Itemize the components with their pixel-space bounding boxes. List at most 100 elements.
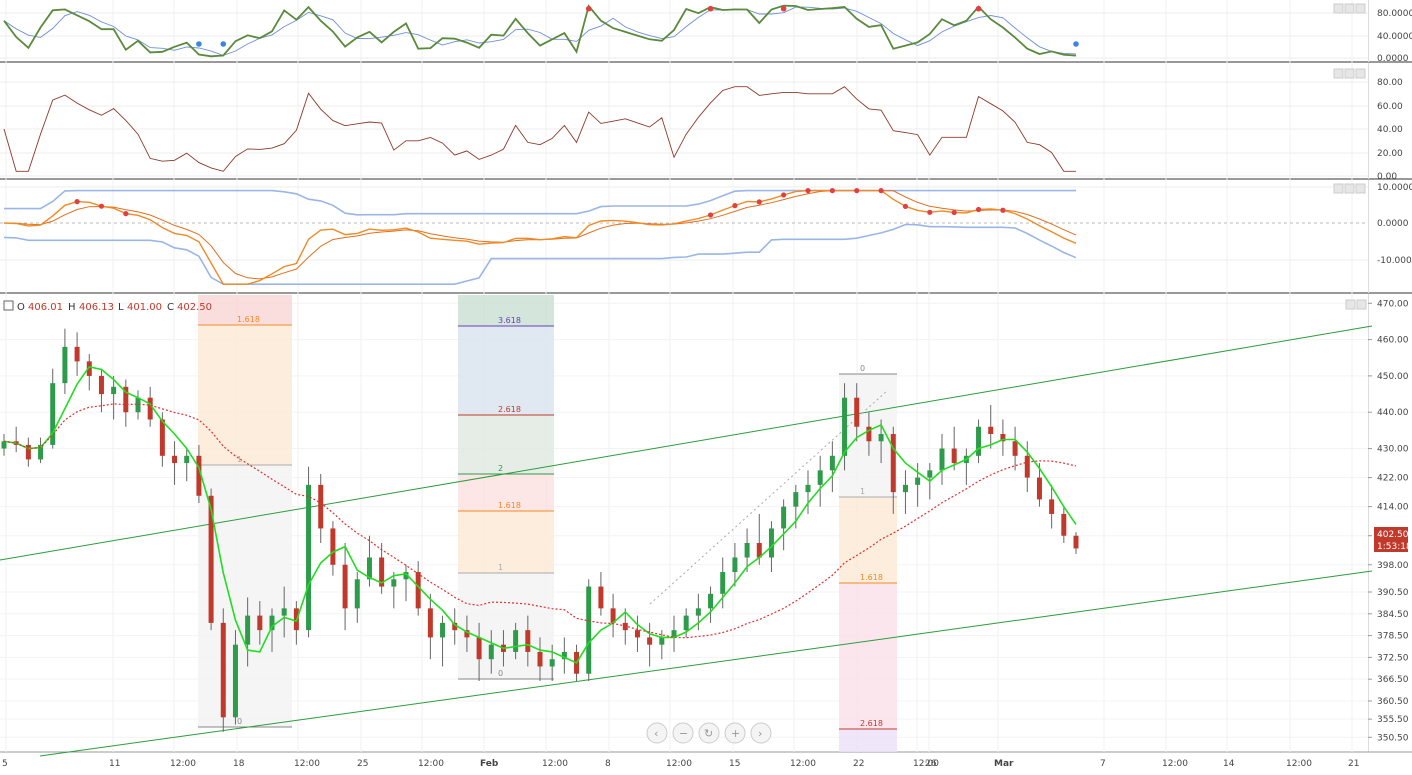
x-tick-label: 11 — [109, 759, 120, 769]
candle-body — [147, 397, 153, 420]
ohlc-o-label: O — [17, 302, 25, 313]
candle-body — [306, 484, 312, 631]
candle-body — [62, 346, 68, 384]
stoch-oversold-dot — [1073, 41, 1079, 47]
candle-body — [269, 615, 275, 631]
axis-divider — [1368, 0, 1369, 62]
fib-band — [839, 729, 897, 752]
candle-body — [634, 630, 640, 638]
moving-averages — [3, 365, 1077, 664]
rsi-tick-label: 20.00 — [1377, 149, 1403, 159]
legend-settings-icon[interactable] — [3, 300, 14, 311]
scroll-left-button[interactable] — [646, 722, 668, 744]
fib-band — [198, 325, 292, 465]
pane-control-icon — [1355, 68, 1366, 79]
pane-control-icon — [1333, 3, 1344, 14]
candle-body — [366, 557, 372, 580]
stoch-tick-label: 0.0000 — [1377, 54, 1409, 64]
channel-upper-line — [0, 325, 1373, 561]
ohlc-legend: O 406.01 H 406.13 L 401.00 C 402.50 — [3, 300, 212, 313]
rsi-line — [3, 86, 1076, 172]
x-tick-label: 12:00 — [913, 759, 939, 769]
x-tick-label: 26 — [925, 759, 937, 769]
candle-body — [415, 572, 421, 609]
macd-line — [3, 189, 1077, 285]
fib-band — [839, 583, 897, 729]
scroll-right-button[interactable] — [750, 722, 772, 744]
price-tick-label: 460.00 — [1377, 336, 1409, 346]
reset-icon: ↻ — [704, 727, 713, 740]
price-tick-label: 390.50 — [1377, 588, 1409, 598]
price-tick-label: 372.50 — [1377, 653, 1409, 663]
x-tick-label: 12:00 — [542, 759, 568, 769]
candle-body — [878, 434, 884, 442]
candle-body — [1000, 434, 1006, 442]
candle-body — [281, 608, 287, 616]
fib-level-label: 0 — [860, 364, 865, 373]
ohlc-h-value: 406.13 — [79, 302, 114, 313]
candle-body — [951, 448, 957, 464]
stoch-overbought-dot — [585, 5, 592, 12]
stoch-overbought-dot — [780, 5, 787, 12]
candle-body — [842, 397, 848, 456]
candle-body — [135, 397, 141, 413]
fib-level-label: 1.618 — [498, 501, 521, 510]
pane-control-icon — [1345, 299, 1356, 310]
candle-body — [854, 397, 860, 427]
nav-controls: ‹ − ↻ + › — [646, 722, 772, 744]
candle-body — [610, 608, 616, 623]
fib-level-label: 2.618 — [860, 719, 883, 728]
macd-tick-label: 0.0000 — [1377, 219, 1409, 229]
candle-body — [476, 637, 482, 660]
candle-body — [50, 383, 56, 445]
candle-body — [537, 651, 543, 667]
pane-control-icon — [1355, 183, 1366, 194]
channel-lower-line — [39, 570, 1373, 757]
candle-body — [1036, 477, 1042, 500]
zoom-out-button[interactable] — [672, 722, 694, 744]
pane-control-icon — [1344, 183, 1355, 194]
x-tick-label: 5 — [2, 759, 8, 769]
pane-control-icon — [1344, 3, 1355, 14]
candle-body — [549, 659, 555, 667]
last-price-badge: 402.50 1:53:18 — [1374, 527, 1412, 552]
candle-body — [671, 630, 677, 638]
fib-level-label: 1.618 — [237, 315, 260, 324]
reset-button[interactable] — [698, 722, 720, 744]
price-tick-label: 350.50 — [1377, 733, 1409, 743]
candle-body — [1, 441, 7, 449]
x-tick-label: 7 — [1100, 759, 1106, 769]
macd-signal-dot — [98, 203, 105, 209]
macd-signal-dot — [732, 203, 738, 209]
slow-ma-line — [3, 403, 1077, 639]
candle-body — [915, 477, 921, 485]
candle-body — [25, 444, 31, 460]
rsi-tick-label: 0.00 — [1377, 172, 1397, 182]
price-tick-label: 378.50 — [1377, 632, 1409, 642]
macd-signal-dot — [975, 206, 982, 213]
axis-divider — [1368, 294, 1369, 752]
candle-body — [342, 564, 348, 609]
price-tick-label: 422.00 — [1377, 474, 1409, 484]
price-tick-label: 360.50 — [1377, 697, 1409, 707]
fib-level-label: 3.618 — [498, 316, 521, 325]
candle-body — [220, 622, 226, 718]
fib-trend-line — [649, 389, 889, 605]
pane-control-icon — [1333, 183, 1344, 194]
candle-body — [720, 572, 726, 594]
zoom-in-button[interactable] — [724, 722, 746, 744]
fib-band — [458, 511, 554, 573]
candle-body — [196, 455, 202, 496]
x-tick-label: 15 — [729, 759, 740, 769]
countdown-timer: 1:53:18 — [1377, 542, 1412, 552]
stoch-tick-label: 80.0000 — [1377, 9, 1412, 19]
fib-level-label: 1 — [498, 563, 503, 572]
candle-body — [440, 622, 446, 638]
candle-body — [98, 375, 104, 395]
stoch-tick-label: 40.0000 — [1377, 32, 1412, 42]
candle-body — [781, 506, 787, 529]
oscillator-panes — [3, 4, 1079, 285]
candle-body — [391, 579, 397, 587]
